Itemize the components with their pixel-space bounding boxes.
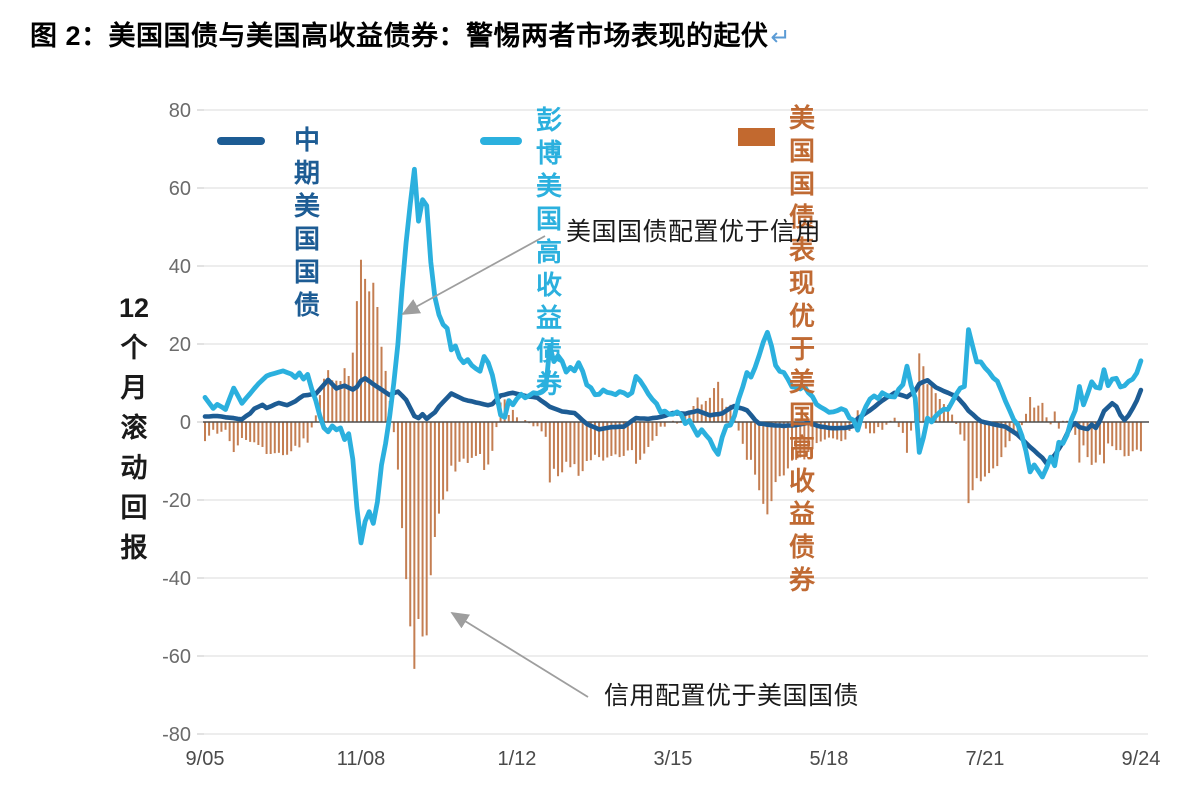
svg-text:-20: -20 [162, 490, 191, 512]
y-axis-tick-labels: 80 60 40 20 0 -20 -40 -60 -80 [162, 100, 191, 746]
treasury-legend-label: 中期美国国债 [294, 125, 321, 320]
y-axis-title-char: 12 [118, 293, 150, 323]
svg-text:60: 60 [169, 178, 191, 200]
svg-text:11/08: 11/08 [337, 748, 386, 770]
y-axis-title-char: 动 [120, 453, 148, 483]
high-yield-line [202, 166, 1144, 546]
svg-text:40: 40 [169, 256, 191, 278]
outperformance-bars [204, 259, 1142, 669]
y-axis-title-char: 月 [120, 373, 148, 403]
svg-text:9/05: 9/05 [186, 748, 225, 770]
annotation-treasury-over-credit: 美国国债配置优于信用 [566, 218, 822, 246]
annotation-credit-over-treasury: 信用配置优于美国国债 [604, 682, 860, 710]
svg-text:80: 80 [169, 100, 191, 122]
x-axis-tick-labels: 9/05 11/08 1/12 3/15 5/18 7/21 9/24 [186, 748, 1161, 770]
figure-title: 图 2：美国国债与美国高收益债券：警惕两者市场表现的起伏↵ [30, 14, 791, 53]
y-axis-title: 12 个月滚动回报 [108, 288, 160, 568]
svg-text:-60: -60 [162, 646, 191, 668]
svg-text:3/15: 3/15 [654, 748, 693, 770]
outperformance-legend-swatch [738, 128, 775, 146]
svg-text:-80: -80 [162, 724, 191, 746]
svg-text:9/24: 9/24 [1121, 748, 1160, 770]
high-yield-legend-label: 彭博美国 高收益债券 [536, 105, 563, 399]
arrow-to-negative-bars [450, 612, 589, 698]
annotation-arrows [401, 235, 589, 698]
y-axis-title-char: 回 [120, 493, 148, 523]
svg-text:0: 0 [180, 412, 191, 434]
svg-text:1/12: 1/12 [498, 748, 537, 770]
y-axis-title-char: 个 [120, 333, 148, 363]
figure-title-text: 图 2：美国国债与美国高收益债券：警惕两者市场表现的起伏 [30, 21, 769, 51]
svg-text:-40: -40 [162, 568, 191, 590]
treasury-legend-swatch [217, 137, 265, 145]
svg-text:7/21: 7/21 [965, 748, 1004, 770]
y-axis-title-char: 滚 [120, 413, 148, 443]
arrow-to-positive-bars [401, 235, 546, 315]
return-mark: ↵ [770, 24, 792, 51]
svg-text:20: 20 [169, 334, 191, 356]
y-axis-title-char: 报 [120, 533, 148, 563]
svg-text:5/18: 5/18 [809, 748, 848, 770]
high-yield-legend-swatch [480, 137, 522, 145]
outperformance-legend-label: 美国国债表现优于 美国高收益债券 [789, 103, 816, 595]
